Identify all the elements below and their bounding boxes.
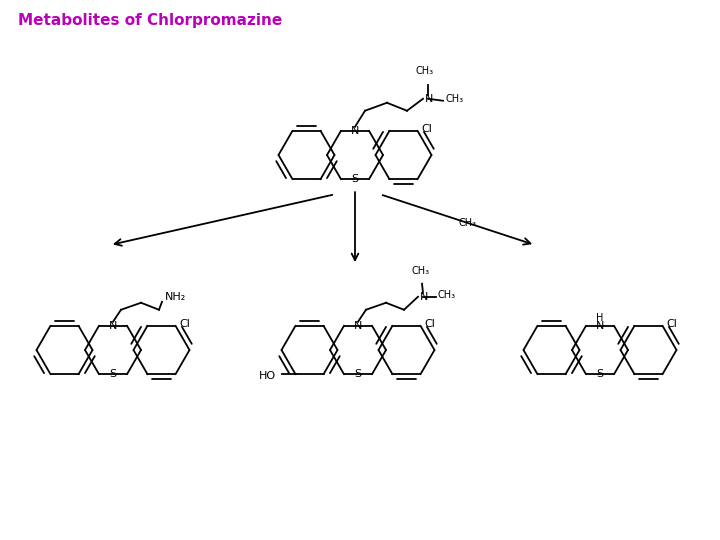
- Text: N: N: [109, 321, 117, 331]
- Text: N: N: [596, 321, 604, 331]
- Text: Cl: Cl: [425, 319, 436, 329]
- Text: Cl: Cl: [667, 319, 678, 329]
- Text: CH₃: CH₃: [459, 218, 477, 228]
- Text: CH₃: CH₃: [445, 94, 463, 104]
- Text: HO: HO: [259, 371, 276, 381]
- Text: CH₃: CH₃: [438, 290, 456, 300]
- Text: H: H: [596, 313, 603, 323]
- Text: N: N: [351, 126, 359, 136]
- Text: N: N: [420, 292, 428, 302]
- Text: S: S: [351, 174, 359, 184]
- Text: Cl: Cl: [421, 124, 433, 134]
- Text: CH₃: CH₃: [416, 66, 434, 76]
- Text: S: S: [109, 369, 117, 379]
- Text: S: S: [354, 369, 361, 379]
- Text: N: N: [425, 94, 433, 104]
- Text: N: N: [354, 321, 362, 331]
- Text: Metabolites of Chlorpromazine: Metabolites of Chlorpromazine: [18, 13, 282, 28]
- Text: S: S: [596, 369, 603, 379]
- Text: NH₂: NH₂: [165, 292, 186, 302]
- Text: CH₃: CH₃: [412, 266, 430, 276]
- Text: Cl: Cl: [179, 319, 190, 329]
